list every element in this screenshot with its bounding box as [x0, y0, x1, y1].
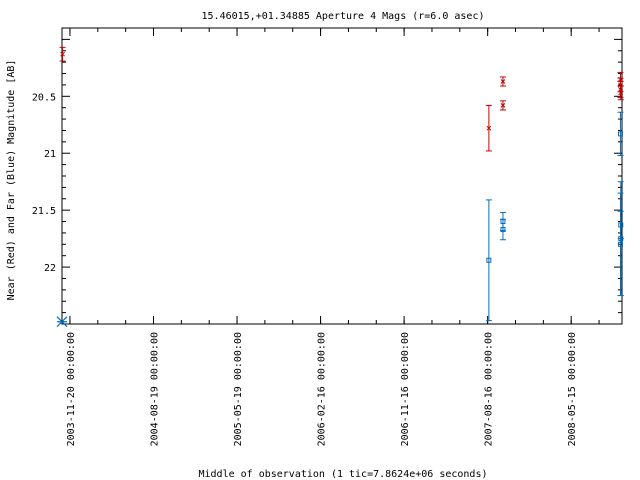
x-tick-label: 2006-11-16 00:00:00	[400, 332, 411, 446]
plot-frame	[61, 27, 623, 325]
y-tick-label: 21	[44, 149, 56, 160]
asterisk-marker	[56, 316, 68, 328]
chart-title: 15.46015,+01.34885 Aperture 4 Mags (r=6.…	[202, 11, 485, 22]
x-tick-label: 2007-08-16 00:00:00	[484, 332, 495, 446]
data-point	[486, 257, 492, 263]
y-axis: 20.5 21 21.5 22	[32, 38, 622, 314]
data-point	[618, 236, 624, 242]
data-series	[59, 46, 624, 152]
series-layer	[56, 46, 624, 328]
data-point	[617, 131, 623, 137]
x-tick-label: 2006-02-16 00:00:00	[317, 332, 328, 446]
y-tick-label: 20.5	[32, 92, 56, 103]
x-tick-label: 2008-05-15 00:00:00	[567, 332, 578, 446]
x-tick-label: 2005-05-19 00:00:00	[233, 332, 244, 446]
data-series	[485, 111, 624, 322]
x-tick-label: 2003-11-20 00:00:00	[66, 332, 77, 446]
data-point	[500, 103, 506, 108]
y-tick-label: 21.5	[32, 206, 56, 217]
y-axis-label: Near (Red) and Far (Blue) Magnitude [AB]	[6, 60, 17, 301]
data-point	[500, 227, 506, 233]
x-tick-label: 2004-08-19 00:00:00	[149, 332, 160, 446]
data-point	[500, 79, 506, 84]
y-tick-label: 22	[44, 263, 56, 274]
plot-area	[61, 27, 623, 325]
x-axis: 2003-11-20 00:00:00 2004-08-19 00:00:00 20…	[66, 28, 600, 446]
data-point	[60, 51, 65, 57]
data-point	[486, 125, 492, 131]
data-point	[618, 90, 624, 96]
x-axis-label: Middle of observation (1 tic=7.8624e+06 …	[199, 469, 488, 480]
